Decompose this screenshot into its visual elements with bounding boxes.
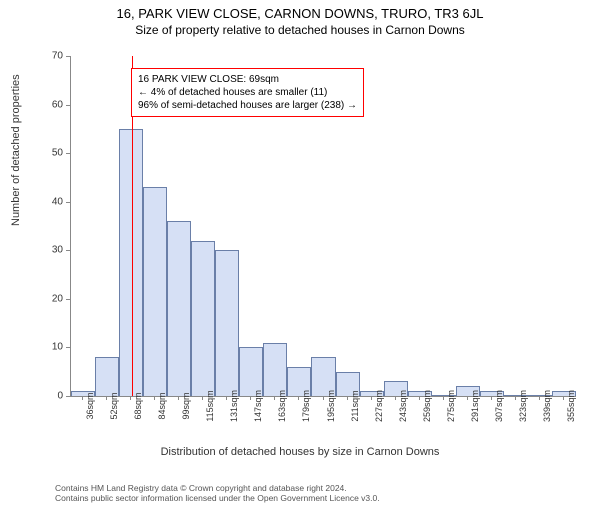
x-tick-label: 211sqm <box>350 390 360 421</box>
y-tick-mark <box>66 105 70 106</box>
x-tick-label: 227sqm <box>374 390 384 422</box>
info-line1: 16 PARK VIEW CLOSE: 69sqm <box>138 73 357 86</box>
y-axis-label: Number of detached properties <box>10 74 22 226</box>
x-tick-mark <box>298 396 299 400</box>
x-tick-mark <box>371 396 372 400</box>
y-tick-mark <box>66 347 70 348</box>
x-tick-mark <box>250 396 251 400</box>
x-tick-mark <box>443 396 444 400</box>
y-tick-mark <box>66 202 70 203</box>
x-tick-mark <box>467 396 468 400</box>
bar <box>191 241 215 396</box>
y-tick-label: 0 <box>57 391 63 402</box>
y-tick-mark <box>66 56 70 57</box>
x-tick-mark <box>202 396 203 400</box>
x-tick-mark <box>395 396 396 400</box>
y-tick-label: 50 <box>52 148 63 159</box>
bar <box>215 250 239 396</box>
bar <box>143 187 167 396</box>
bar <box>263 343 287 396</box>
x-tick-mark <box>274 396 275 400</box>
x-tick-label: 52sqm <box>109 392 119 419</box>
chart-title: 16, PARK VIEW CLOSE, CARNON DOWNS, TRURO… <box>0 6 600 21</box>
x-tick-label: 179sqm <box>301 390 311 422</box>
x-axis-label: Distribution of detached houses by size … <box>0 446 600 458</box>
x-tick-mark <box>323 396 324 400</box>
x-tick-label: 115sqm <box>205 390 215 421</box>
y-tick-mark <box>66 299 70 300</box>
info-line3: 96% of semi-detached houses are larger (… <box>138 99 357 112</box>
x-tick-label: 99sqm <box>181 392 191 419</box>
y-tick-label: 30 <box>52 245 63 256</box>
y-tick-label: 20 <box>52 293 63 304</box>
plot-area: 16 PARK VIEW CLOSE: 69sqm← 4% of detache… <box>70 56 576 397</box>
x-tick-label: 243sqm <box>398 390 408 422</box>
x-tick-mark <box>178 396 179 400</box>
x-tick-mark <box>539 396 540 400</box>
info-box: 16 PARK VIEW CLOSE: 69sqm← 4% of detache… <box>131 68 364 117</box>
x-tick-label: 131sqm <box>229 390 239 422</box>
x-tick-label: 323sqm <box>518 390 528 422</box>
y-tick-mark <box>66 396 70 397</box>
x-tick-label: 291sqm <box>470 390 480 422</box>
chart-subtitle: Size of property relative to detached ho… <box>0 23 600 37</box>
info-line2: ← 4% of detached houses are smaller (11) <box>138 86 357 99</box>
footer-line1: Contains HM Land Registry data © Crown c… <box>55 483 380 493</box>
x-tick-label: 339sqm <box>542 390 552 422</box>
chart-area: 16 PARK VIEW CLOSE: 69sqm← 4% of detache… <box>55 56 575 426</box>
x-tick-mark <box>82 396 83 400</box>
x-tick-label: 163sqm <box>277 390 287 422</box>
x-tick-label: 355sqm <box>566 390 576 422</box>
x-tick-mark <box>419 396 420 400</box>
x-tick-label: 307sqm <box>494 390 504 422</box>
bar <box>167 221 191 396</box>
x-tick-label: 147sqm <box>253 390 263 422</box>
footer-line2: Contains public sector information licen… <box>55 493 380 503</box>
x-tick-label: 84sqm <box>157 392 167 419</box>
y-tick-label: 40 <box>52 196 63 207</box>
x-tick-label: 259sqm <box>422 390 432 422</box>
x-tick-label: 195sqm <box>326 390 336 422</box>
x-tick-mark <box>347 396 348 400</box>
y-tick-label: 10 <box>52 342 63 353</box>
x-tick-label: 275sqm <box>446 390 456 422</box>
x-tick-mark <box>563 396 564 400</box>
x-tick-mark <box>130 396 131 400</box>
x-tick-label: 36sqm <box>85 392 95 419</box>
x-tick-label: 68sqm <box>133 392 143 419</box>
x-tick-mark <box>154 396 155 400</box>
x-tick-mark <box>515 396 516 400</box>
bar <box>95 357 119 396</box>
x-tick-mark <box>226 396 227 400</box>
y-tick-mark <box>66 250 70 251</box>
y-tick-label: 70 <box>52 51 63 62</box>
y-tick-label: 60 <box>52 99 63 110</box>
x-tick-mark <box>106 396 107 400</box>
bar <box>239 347 263 396</box>
x-tick-mark <box>491 396 492 400</box>
y-tick-mark <box>66 153 70 154</box>
